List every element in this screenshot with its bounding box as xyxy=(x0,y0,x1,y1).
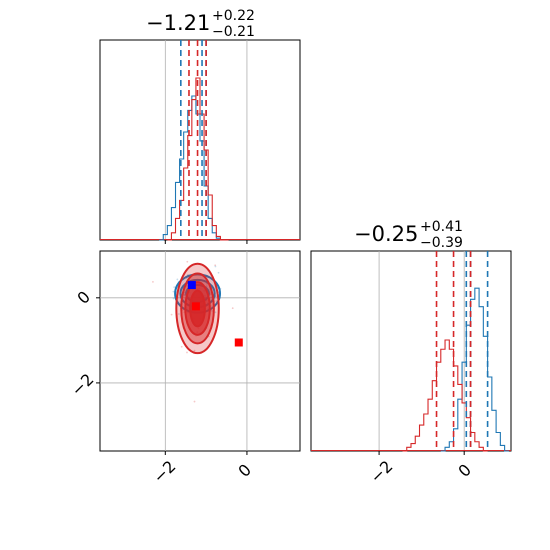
joint-ytick-minus2: −2 xyxy=(67,370,97,400)
title-param1-upper: +0.22 xyxy=(212,8,255,24)
title-param1-value: −1.21 xyxy=(146,11,210,35)
scatter-point xyxy=(215,300,218,302)
panel-joint xyxy=(152,260,243,403)
scatter-point xyxy=(217,271,220,274)
panel-frame-joint xyxy=(99,250,301,452)
title-param2-value: −0.25 xyxy=(354,222,418,246)
scatter-point xyxy=(186,260,189,263)
scatter-point xyxy=(210,309,213,312)
scatter-point xyxy=(214,311,217,314)
scatter-point xyxy=(183,294,186,296)
panel-marginal-param2 xyxy=(311,251,511,452)
joint-xtick-0: 0 xyxy=(234,460,255,481)
scatter-point xyxy=(214,264,217,267)
title-param2-upper: +0.41 xyxy=(420,219,463,235)
joint-ytick-0: 0 xyxy=(73,287,94,308)
marker-1 xyxy=(191,302,200,311)
scatter-point xyxy=(193,349,196,352)
right-xtick-minus2: −2 xyxy=(366,457,396,487)
scatter-point xyxy=(176,278,179,281)
scatter-point xyxy=(152,280,154,283)
hist-series-1 xyxy=(402,339,488,452)
title-param1: −1.21 +0.22 −0.21 xyxy=(146,8,255,40)
scatter-point xyxy=(183,293,186,296)
hist-series-0 xyxy=(440,287,509,452)
scatter-point xyxy=(210,296,213,299)
scatter-point xyxy=(193,400,196,403)
title-param1-lower: −0.21 xyxy=(212,24,255,40)
scatter-point xyxy=(177,313,180,315)
scatter-point xyxy=(173,286,176,289)
tick-layer xyxy=(96,240,465,455)
scatter-point xyxy=(170,313,173,316)
marker-2 xyxy=(234,338,243,347)
title-param2: −0.25 +0.41 −0.39 xyxy=(354,219,463,251)
scatter-point xyxy=(172,297,175,300)
panel-frame-right xyxy=(310,250,512,452)
hist-series-1 xyxy=(167,77,229,241)
panel-marginal-param1 xyxy=(100,40,300,241)
scatter-point xyxy=(231,307,234,310)
marker-0 xyxy=(187,281,196,290)
scatter-point xyxy=(209,293,212,296)
scatter-point xyxy=(172,290,175,293)
scatter-point xyxy=(180,345,183,348)
title-param2-lower: −0.39 xyxy=(420,235,463,251)
scatter-point xyxy=(186,351,188,354)
joint-xtick-minus2: −2 xyxy=(149,457,179,487)
scatter-point xyxy=(214,265,217,268)
right-xtick-0: 0 xyxy=(454,460,475,481)
